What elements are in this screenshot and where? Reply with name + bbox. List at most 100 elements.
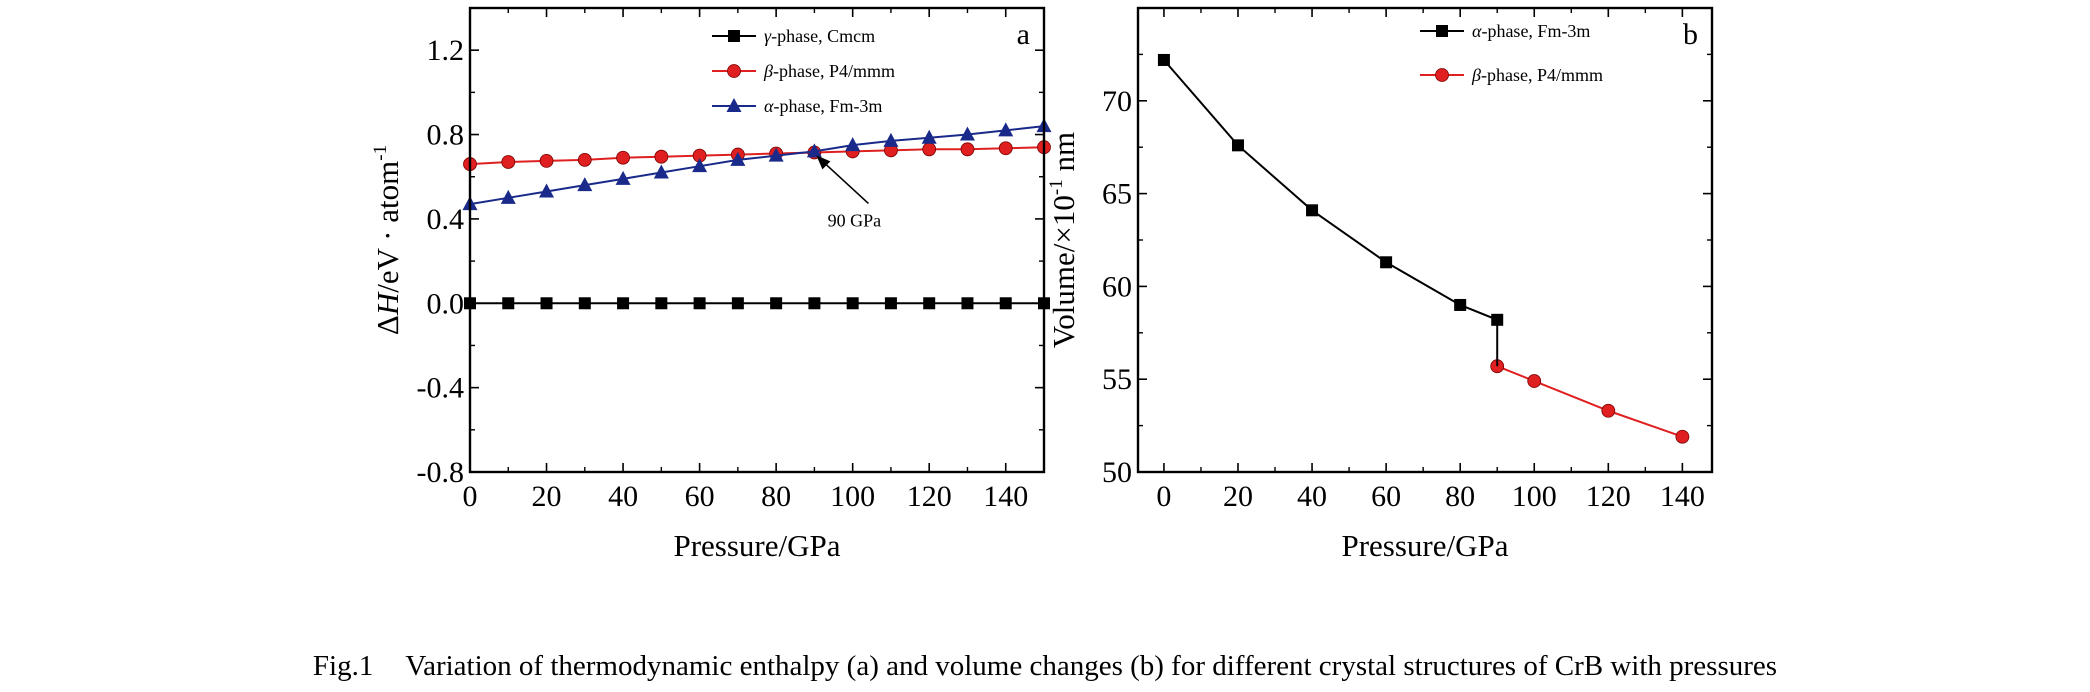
data-point-series-0 bbox=[770, 297, 783, 310]
legend-entry: β-phase, P4/mmm bbox=[763, 61, 895, 81]
data-point-series-0 bbox=[846, 297, 859, 310]
data-point-series-1 bbox=[539, 154, 554, 168]
data-point-series-0 bbox=[655, 297, 668, 310]
legend-entry: α-phase, Fm-3m bbox=[1472, 21, 1590, 41]
x-tick-label: 60 bbox=[685, 480, 715, 513]
data-point-series-2 bbox=[653, 164, 669, 179]
data-point-series-1 bbox=[1675, 429, 1690, 444]
legend: γ-phase, Cmcm β-phase, P4/mmm α-phase, Fm-… bbox=[712, 26, 895, 116]
data-point-series-0 bbox=[1231, 139, 1244, 152]
series-line-0 bbox=[1163, 59, 1498, 321]
x-tick-label: 100 bbox=[1512, 480, 1557, 513]
data-point-series-0 bbox=[540, 297, 553, 310]
data-point-series-1 bbox=[501, 155, 516, 169]
series-line-1 bbox=[469, 146, 1045, 166]
data-point-series-0 bbox=[1380, 256, 1393, 269]
y-tick-label: 50 bbox=[1102, 456, 1132, 489]
legend-marker bbox=[1436, 25, 1448, 37]
annotation-text: 90 GPa bbox=[828, 210, 882, 230]
data-point-series-0 bbox=[1306, 204, 1319, 217]
data-point-series-1 bbox=[616, 150, 630, 165]
x-tick-label: 20 bbox=[1223, 480, 1253, 513]
caption-number: Fig.1 bbox=[312, 650, 374, 682]
data-point-series-1 bbox=[577, 152, 592, 167]
data-point-series-0 bbox=[961, 297, 974, 310]
data-point-series-0 bbox=[1454, 298, 1467, 311]
y-tick-label: -0.8 bbox=[417, 456, 465, 489]
x-tick-label: 140 bbox=[983, 480, 1028, 513]
figure-caption: Fig.1 Variation of thermodynamic enthalpy… bbox=[0, 650, 2090, 683]
y-tick-label: 70 bbox=[1102, 85, 1132, 118]
data-point-series-2 bbox=[615, 170, 631, 185]
panel-a-chart: 0 20 40 60 80 100 120 140 -0.8 -0.4 0.0 0.4 0.8 1.2 a γ… bbox=[370, 6, 1052, 563]
x-tick-label: 20 bbox=[532, 480, 562, 513]
data-point-series-2 bbox=[692, 158, 708, 173]
x-tick-label: 80 bbox=[1445, 480, 1475, 513]
legend-marker bbox=[727, 64, 741, 78]
y-tick-label: 60 bbox=[1102, 270, 1132, 303]
x-tick-label: 140 bbox=[1660, 480, 1705, 513]
legend-marker bbox=[726, 98, 742, 112]
data-point-series-2 bbox=[921, 129, 937, 144]
panel-label: a bbox=[1017, 18, 1030, 51]
data-point-series-0 bbox=[923, 297, 936, 310]
legend-marker bbox=[728, 30, 740, 42]
x-tick-label: 0 bbox=[463, 480, 478, 513]
data-point-series-1 bbox=[1527, 374, 1542, 388]
y-tick-label: 65 bbox=[1102, 178, 1132, 211]
data-point-series-0 bbox=[693, 297, 706, 310]
data-point-series-0 bbox=[884, 297, 897, 310]
x-tick-label: 120 bbox=[1586, 480, 1631, 513]
caption-text: Variation of thermodynamic enthalpy (a) … bbox=[405, 650, 1778, 682]
x-axis-label: Pressure/GPa bbox=[673, 528, 840, 563]
x-tick-label: 40 bbox=[608, 480, 638, 513]
data-point-series-1 bbox=[922, 142, 937, 157]
y-tick-label: 0.4 bbox=[427, 203, 465, 236]
data-point-series-0 bbox=[808, 297, 821, 310]
data-point-series-1 bbox=[998, 141, 1013, 156]
data-point-series-2 bbox=[539, 183, 555, 198]
data-point-series-0 bbox=[731, 297, 744, 310]
plot-frame bbox=[468, 6, 1046, 474]
legend: α-phase, Fm-3m β-phase, P4/mmm bbox=[1420, 21, 1603, 85]
x-tick-label: 120 bbox=[907, 480, 952, 513]
data-point-series-2 bbox=[500, 189, 516, 204]
x-axis-label: Pressure/GPa bbox=[1341, 528, 1508, 563]
plot-frame bbox=[1136, 6, 1714, 474]
data-point-series-1 bbox=[1601, 403, 1616, 418]
data-point-series-2 bbox=[806, 143, 822, 158]
data-point-series-2 bbox=[883, 132, 899, 147]
y-tick-label: 0.0 bbox=[427, 287, 465, 320]
y-axis-label: ΔH/eV · atom-1 bbox=[370, 145, 405, 335]
annotation-arrowhead bbox=[816, 155, 831, 170]
legend-marker bbox=[1435, 68, 1449, 82]
legend-entry: γ-phase, Cmcm bbox=[764, 26, 875, 46]
data-point-series-0 bbox=[578, 297, 591, 310]
x-tick-label: 100 bbox=[830, 480, 875, 513]
data-point-series-0 bbox=[1157, 53, 1170, 66]
series-line-1 bbox=[1496, 365, 1683, 438]
y-tick-label: 0.8 bbox=[427, 119, 465, 152]
x-tick-label: 80 bbox=[761, 480, 791, 513]
series-line-2 bbox=[469, 125, 1045, 206]
data-point-series-2 bbox=[730, 151, 746, 166]
x-tick-label: 40 bbox=[1297, 480, 1327, 513]
data-point-series-1 bbox=[654, 149, 669, 164]
data-point-series-2 bbox=[577, 177, 593, 192]
data-point-series-0 bbox=[999, 297, 1012, 310]
data-point-series-0 bbox=[502, 297, 515, 310]
x-tick-label: 60 bbox=[1371, 480, 1401, 513]
data-point-series-0 bbox=[617, 297, 630, 310]
y-tick-label: -0.4 bbox=[417, 372, 465, 405]
y-axis-label: Volume/×10-1 nm bbox=[1046, 132, 1081, 348]
data-point-series-2 bbox=[845, 137, 861, 152]
y-tick-label: 55 bbox=[1102, 363, 1132, 396]
data-point-series-2 bbox=[959, 126, 975, 141]
panel-b-chart: 0 20 40 60 80 100 120 140 50 55 60 65 70 b α-phase, Fm… bbox=[1046, 6, 1714, 563]
data-point-series-1 bbox=[960, 142, 975, 157]
data-point-series-2 bbox=[998, 122, 1014, 137]
legend-entry: β-phase, P4/mmm bbox=[1471, 65, 1603, 85]
legend-entry: α-phase, Fm-3m bbox=[764, 96, 882, 116]
panel-label: b bbox=[1683, 18, 1698, 51]
